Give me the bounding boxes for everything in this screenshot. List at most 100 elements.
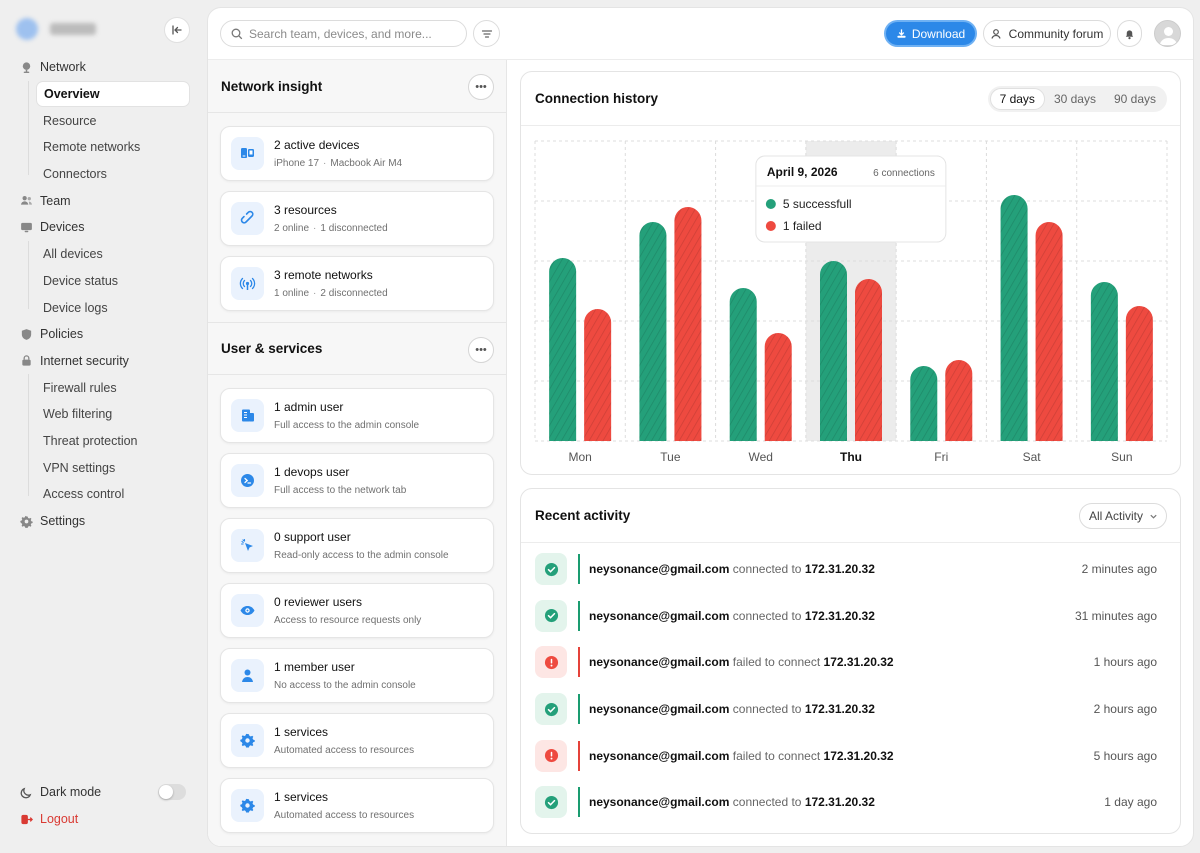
info-card-3-resources[interactable]: 3 resources 2 online · 1 disconnected (220, 191, 494, 246)
sidebar-group-policies[interactable]: Policies (0, 321, 206, 348)
search-box[interactable] (220, 20, 467, 47)
card-subtitle: Automated access to resources (274, 810, 414, 821)
sidebar-item-resource[interactable]: Resource (43, 113, 97, 128)
activity-ip: 172.31.20.32 (804, 608, 875, 623)
sidebar-item-access-control[interactable]: Access control (43, 487, 125, 502)
sidebar-item-connectors[interactable]: Connectors (43, 167, 107, 182)
activity-row[interactable]: neysonance@gmail.com connected to 172.31… (521, 686, 1180, 733)
info-card-1-member-user[interactable]: 1 member user No access to the admin cons… (220, 648, 494, 703)
user-avatar[interactable] (1154, 20, 1181, 47)
range-tab-7-days[interactable]: 7 days (989, 88, 1045, 110)
activity-action: failed to connect (732, 655, 821, 670)
main-panel: Download Community forum Network insight… (207, 7, 1194, 847)
sidebar-group-internet-security[interactable]: Internet security (0, 348, 206, 375)
status-bar (578, 694, 580, 725)
user-services-more-button[interactable]: ••• (468, 337, 494, 363)
recent-activity-header: Recent activity All Activity (521, 489, 1180, 543)
activity-user: neysonance@gmail.com (589, 748, 730, 763)
bar-hatch (1125, 306, 1153, 441)
sidebar-group-team[interactable]: Team (0, 187, 206, 214)
community-forum-button[interactable]: Community forum (983, 20, 1111, 47)
link-icon (240, 210, 254, 224)
activity-row[interactable]: neysonance@gmail.com failed to connect 1… (521, 732, 1180, 779)
card-subtitle-part: No access to the admin console (274, 680, 416, 691)
search-input[interactable] (249, 26, 459, 41)
range-tab-30-days[interactable]: 30 days (1053, 92, 1096, 106)
info-card-0-reviewer-users[interactable]: 0 reviewer users Access to resource reque… (220, 583, 494, 638)
card-title: 1 member user (274, 660, 355, 674)
dark-mode-toggle[interactable] (158, 784, 186, 800)
card-text: 0 reviewer users Access to resource reque… (274, 595, 421, 626)
info-card-2-active-devices[interactable]: 2 active devices iPhone 17 · Macbook Air M4 (220, 126, 494, 181)
separator-dot: · (313, 288, 317, 299)
tooltip-connections: 6 connections (873, 168, 935, 179)
info-card-0-support-user[interactable]: 0 support user Read-only access to the ad… (220, 518, 494, 573)
tooltip-failed-dot (765, 221, 776, 231)
status-bar (578, 740, 580, 771)
info-card-1-admin-user[interactable]: 1 admin user Full access to the admin con… (220, 388, 494, 443)
bar-hatch (674, 207, 702, 441)
sidebar-subnav: Firewall rules Web filtering Threat protec… (0, 374, 206, 507)
filter-button[interactable] (473, 20, 500, 47)
sidebar-item-firewall-rules[interactable]: Firewall rules (43, 380, 117, 395)
sidebar-item-web-filtering[interactable]: Web filtering (43, 407, 113, 422)
sidebar-item-vpn-settings[interactable]: VPN settings (43, 460, 116, 475)
sidebar-item-remote-networks[interactable]: Remote networks (43, 140, 141, 155)
bar-hatch (1000, 195, 1028, 441)
x-tick-label: Sat (1023, 450, 1042, 464)
sidebar-group-settings[interactable]: Settings (0, 508, 206, 535)
sidebar-item-device-logs[interactable]: Device logs (43, 300, 108, 315)
separator-dot: · (313, 223, 317, 234)
card-icon-wrap (231, 202, 264, 235)
info-card-1-services[interactable]: 1 services Automated access to resources (220, 713, 494, 768)
notifications-button[interactable] (1117, 20, 1142, 47)
card-icon-wrap (231, 789, 264, 822)
sidebar-item-all-devices[interactable]: All devices (43, 247, 103, 262)
x-tick-label: Thu (840, 450, 862, 464)
card-icon-wrap (231, 529, 264, 562)
card-text: 2 active devices iPhone 17 · Macbook Air M4 (274, 138, 402, 169)
info-card-1-devops-user[interactable]: 1 devops user Full access to the network … (220, 453, 494, 508)
sidebar-item-device-status[interactable]: Device status (43, 273, 119, 288)
activity-user: neysonance@gmail.com (589, 655, 730, 670)
card-icon-wrap (231, 659, 264, 692)
activity-ip: 172.31.20.32 (804, 702, 875, 717)
moon-icon (20, 787, 32, 798)
network-insight-header: Network insight ••• (208, 60, 506, 113)
status-badge (535, 693, 567, 726)
check-circle-icon (544, 702, 558, 716)
card-subtitle: Automated access to resources (274, 745, 414, 756)
network-insight-more-button[interactable]: ••• (468, 74, 494, 100)
sidebar-group-devices[interactable]: Devices (0, 214, 206, 241)
devices-icon (241, 148, 254, 158)
activity-ip: 172.31.20.32 (804, 795, 875, 810)
brand[interactable] (16, 18, 96, 40)
spacer (208, 768, 506, 778)
dark-mode-label: Dark mode (40, 785, 102, 799)
card-subtitle-part: Macbook Air M4 (330, 158, 403, 169)
status-bar (578, 647, 580, 678)
activity-row[interactable]: neysonance@gmail.com failed to connect 1… (521, 639, 1180, 686)
sidebar-group-network[interactable]: Network (0, 54, 206, 81)
collapse-sidebar-button[interactable] (164, 17, 190, 43)
bar-hatch (910, 366, 938, 441)
sidebar-item-threat-protection[interactable]: Threat protection (43, 433, 138, 448)
activity-text: neysonance@gmail.com connected to 172.31… (589, 609, 875, 623)
tooltip-successful: 5 successfull (783, 197, 852, 211)
lock-icon (22, 355, 31, 367)
activity-row[interactable]: neysonance@gmail.com connected to 172.31… (521, 593, 1180, 640)
more-icon: ••• (475, 81, 487, 93)
x-tick-label: Sun (1111, 450, 1132, 464)
spacer (208, 246, 506, 256)
activity-filter-select[interactable]: All Activity (1079, 503, 1167, 529)
info-card-3-remote-networks[interactable]: 3 remote networks 1 online · 2 disconnected (220, 256, 494, 311)
sidebar-group-label: Internet security (40, 353, 129, 368)
sidebar: Network Overview Resource Remote networks Co… (0, 0, 206, 853)
range-tab-90-days[interactable]: 90 days (1113, 92, 1156, 106)
download-button[interactable]: Download (884, 20, 977, 47)
info-card-1-services[interactable]: 1 services Automated access to resources (220, 778, 494, 833)
logout-button[interactable]: Logout (20, 812, 78, 826)
sidebar-item-overview[interactable]: Overview (36, 80, 190, 108)
activity-row[interactable]: neysonance@gmail.com connected to 172.31… (521, 546, 1180, 593)
activity-row[interactable]: neysonance@gmail.com connected to 172.31… (521, 779, 1180, 826)
